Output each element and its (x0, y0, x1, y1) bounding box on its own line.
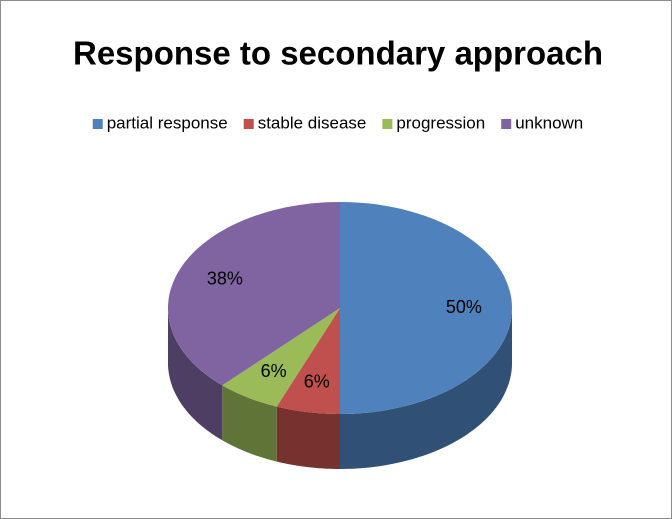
slice-side (340, 308, 512, 469)
legend-marker (243, 119, 254, 129)
legend-marker (501, 119, 512, 129)
slice-side (222, 385, 277, 462)
slice-side (276, 406, 340, 469)
data-label: 38% (207, 269, 243, 289)
legend-label: unknown (515, 113, 583, 132)
legend: partial response stable disease progressio… (92, 113, 583, 132)
legend-marker (92, 119, 103, 129)
data-label: 6% (261, 361, 287, 381)
chart-title: Response to secondary approach (73, 35, 603, 72)
slice (168, 202, 340, 386)
slice (340, 202, 512, 414)
legend-label: progression (396, 113, 485, 132)
slice-side (168, 308, 223, 441)
legend-marker (382, 119, 393, 129)
data-label: 50% (446, 297, 482, 317)
slice (222, 308, 340, 407)
slice (276, 308, 340, 414)
legend-label: partial response (107, 113, 228, 132)
data-label: 6% (304, 372, 330, 392)
legend-label: stable disease (258, 113, 367, 132)
